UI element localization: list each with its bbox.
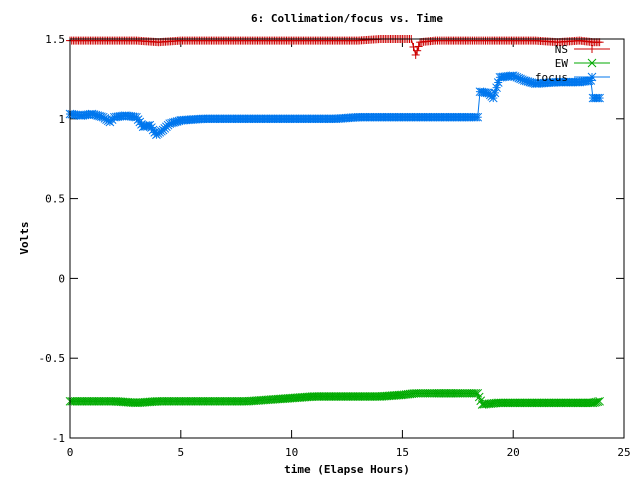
legend-marker-ns (588, 45, 596, 53)
x-tick-label: 10 (285, 446, 298, 459)
data-point-focus (490, 88, 500, 98)
y-tick-label: -1 (52, 432, 65, 445)
y-tick-label: 1 (58, 113, 65, 126)
series-focus (65, 71, 604, 140)
data-point-ns (413, 46, 422, 55)
legend-label-focus: focus (535, 71, 568, 84)
y-tick-label: 0.5 (45, 193, 65, 206)
data-point-ew (591, 397, 601, 407)
x-tick-label: 0 (67, 446, 74, 459)
x-tick-label: 5 (177, 446, 184, 459)
data-point-focus (595, 93, 604, 103)
legend-marker-ew (587, 58, 597, 68)
series-line-ew (70, 392, 600, 406)
data-point-ew (595, 396, 604, 406)
series-ew (65, 388, 604, 409)
x-tick-label: 15 (396, 446, 409, 459)
x-tick-label: 25 (617, 446, 630, 459)
data-point-focus (133, 115, 143, 124)
legend-label-ew: EW (555, 57, 569, 70)
data-point-ns (411, 50, 420, 59)
data-point-ns (595, 38, 604, 47)
y-tick-label: 1.5 (45, 33, 65, 46)
data-point-ew (469, 388, 479, 398)
y-tick-label: -0.5 (39, 352, 66, 365)
data-point-focus (488, 93, 498, 103)
x-tick-label: 20 (507, 446, 520, 459)
data-point-ns (414, 42, 423, 51)
y-axis-label: Volts (18, 221, 31, 254)
data-point-focus (492, 83, 501, 93)
data-point-focus (473, 112, 483, 122)
chart-title: 6: Collimation/focus vs. Time (251, 12, 443, 25)
legend-label-ns: NS (555, 43, 568, 56)
legend-marker-focus (587, 72, 597, 82)
x-axis-label: time (Elapse Hours) (284, 463, 410, 476)
data-point-ew (588, 398, 598, 408)
data-point-ew (590, 398, 599, 407)
plot-frame (69, 38, 625, 439)
y-tick-label: 0 (58, 272, 65, 285)
data-point-ns (409, 42, 418, 51)
data-point-ew (593, 397, 603, 407)
